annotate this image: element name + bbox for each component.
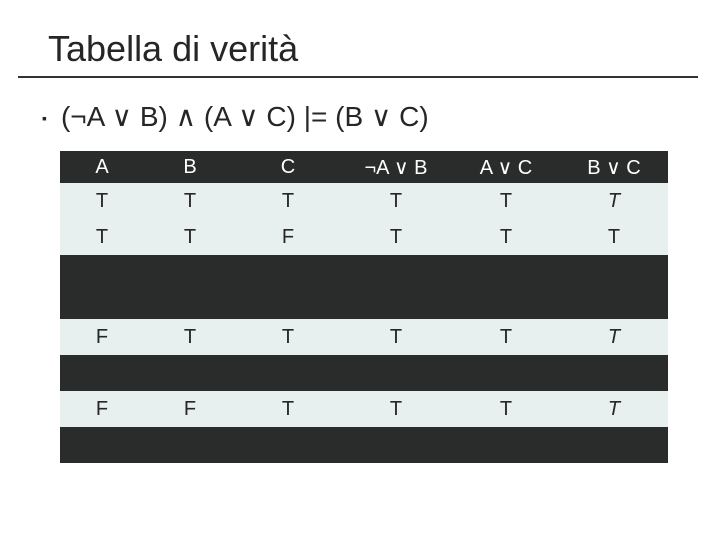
cell: T — [560, 319, 668, 355]
page-title: Tabella di verità — [48, 28, 698, 70]
cell: T — [452, 183, 560, 219]
cell: T — [452, 219, 560, 255]
truth-table: A B C ¬A ∨ B A ∨ C B ∨ C T T T T T T T T… — [60, 151, 668, 463]
hidden-block — [60, 355, 668, 391]
cell: T — [560, 183, 668, 219]
cell: T — [236, 391, 340, 427]
cell: F — [144, 391, 236, 427]
bullet-icon: ▪ — [42, 110, 47, 126]
cell: T — [452, 391, 560, 427]
cell: T — [144, 219, 236, 255]
col-header-A-or-C: A ∨ C — [452, 151, 560, 183]
table-header-row: A B C ¬A ∨ B A ∨ C B ∨ C — [60, 151, 668, 183]
col-header-B: B — [144, 151, 236, 183]
table-row: T T T T T T — [60, 183, 668, 219]
cell: T — [236, 183, 340, 219]
col-header-B-or-C: B ∨ C — [560, 151, 668, 183]
cell: F — [60, 391, 144, 427]
cell: T — [340, 319, 452, 355]
cell: T — [144, 183, 236, 219]
cell: T — [144, 319, 236, 355]
table-row: F F T T T T — [60, 391, 668, 427]
cell: T — [60, 183, 144, 219]
cell: F — [236, 219, 340, 255]
cell: T — [560, 391, 668, 427]
cell: T — [340, 391, 452, 427]
col-header-C: C — [236, 151, 340, 183]
cell: T — [560, 219, 668, 255]
formula-row: ▪ (¬A ∨ B) ∧ (A ∨ C) |= (B ∨ C) — [0, 100, 720, 133]
cell: T — [340, 219, 452, 255]
cell: T — [340, 183, 452, 219]
table-row-hidden — [60, 427, 668, 463]
col-header-notA-or-B: ¬A ∨ B — [340, 151, 452, 183]
title-block: Tabella di verità — [18, 0, 698, 78]
cell: T — [452, 319, 560, 355]
col-header-A: A — [60, 151, 144, 183]
table-row: T T F T T T — [60, 219, 668, 255]
hidden-block — [60, 255, 668, 319]
cell: T — [236, 319, 340, 355]
entailment-formula: (¬A ∨ B) ∧ (A ∨ C) |= (B ∨ C) — [61, 100, 429, 133]
hidden-block — [60, 427, 668, 463]
table-row-hidden — [60, 355, 668, 391]
table-row-hidden — [60, 255, 668, 319]
truth-table-wrap: A B C ¬A ∨ B A ∨ C B ∨ C T T T T T T T T… — [60, 151, 668, 463]
cell: F — [60, 319, 144, 355]
cell: T — [60, 219, 144, 255]
table-row: F T T T T T — [60, 319, 668, 355]
